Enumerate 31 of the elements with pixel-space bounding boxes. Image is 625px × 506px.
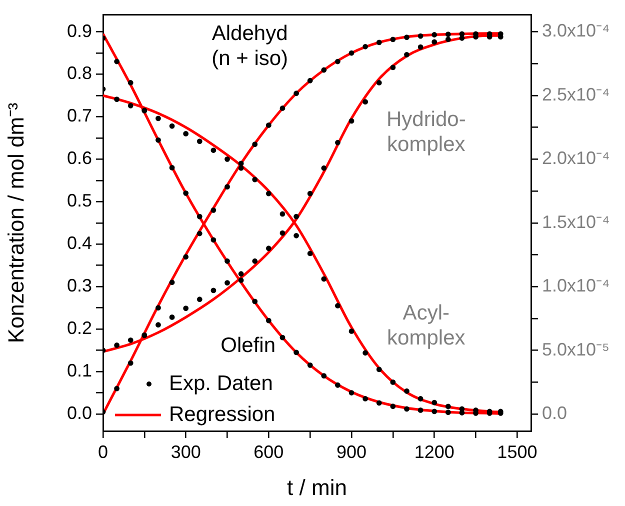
y-tick-label: 0.8 [66, 63, 92, 84]
annotation: Aldehyd (n + iso) [212, 22, 288, 70]
y2-tick-label: 2.5x10⁻⁴ [542, 84, 610, 104]
annotation: Hydrido- komplex [386, 108, 466, 156]
y-tick-label: 0.1 [66, 360, 92, 381]
y2-tick-label: 0.0 [542, 403, 568, 424]
y-tick-label: 0.2 [66, 318, 92, 338]
y2-tick-label: 3.0x10⁻⁴ [542, 20, 610, 41]
y-tick-label: 0.6 [66, 148, 92, 168]
annotation: Olefin [220, 334, 276, 357]
x-tick-label: 1500 [497, 442, 538, 462]
x-tick-label: 900 [336, 442, 367, 462]
legend-label: Exp. Daten [169, 372, 273, 395]
y-tick-label: 0.5 [66, 190, 92, 211]
y-tick-label: 0.0 [66, 402, 92, 423]
y-axis-title: Konzentration / mol dm⁻³ [3, 102, 28, 344]
y2-tick-label: 1.5x10⁻⁴ [542, 212, 610, 232]
y-tick-label: 0.4 [66, 233, 92, 254]
x-tick-label: 300 [170, 442, 201, 462]
x-tick-label: 1200 [414, 442, 454, 462]
x-tick-label: 0 [98, 442, 108, 462]
y-tick-label: 0.7 [66, 106, 92, 126]
y2-tick-label: 2.0x10⁻⁴ [542, 148, 610, 168]
y2-tick-label: 1.0x10⁻⁴ [542, 276, 610, 296]
y-tick-label: 0.9 [66, 20, 92, 41]
x-tick-label: 600 [254, 442, 284, 462]
x-axis-title: t / min [287, 474, 347, 500]
annotation: Acyl- komplex [387, 301, 466, 350]
y2-tick-label: 5.0x10⁻⁵ [542, 339, 610, 360]
y-tick-label: 0.3 [66, 276, 92, 296]
legend-label: Regression [169, 402, 276, 426]
